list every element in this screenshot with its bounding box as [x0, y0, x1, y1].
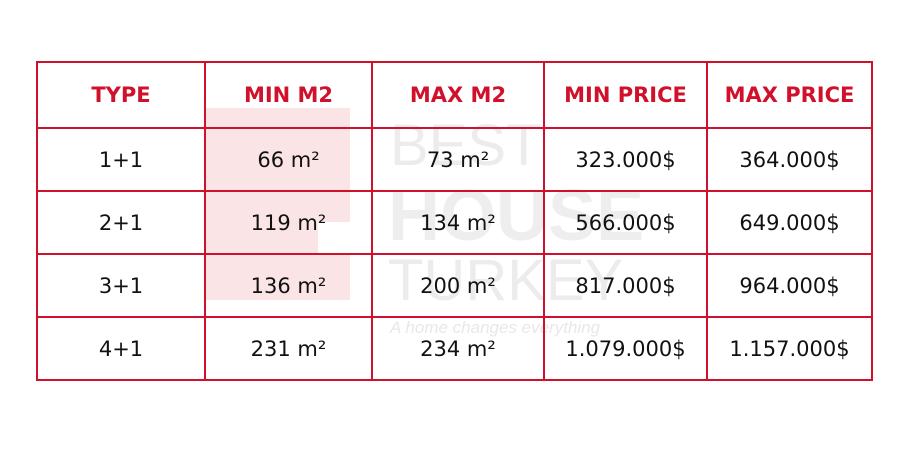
table-row: 2+1 119 m² 134 m² 566.000$ 649.000$ [36, 190, 873, 255]
table-cell: 566.000$ [543, 190, 708, 255]
table-cell: 134 m² [371, 190, 545, 255]
table-cell: 817.000$ [543, 253, 708, 318]
table-cell: 119 m² [204, 190, 373, 255]
table-cell: 2+1 [36, 190, 206, 255]
header-cell: TYPE [36, 61, 206, 129]
table-cell: 1.157.000$ [706, 316, 873, 381]
table-cell: 234 m² [371, 316, 545, 381]
table-cell: 649.000$ [706, 190, 873, 255]
table-cell: 1.079.000$ [543, 316, 708, 381]
table-body: 1+1 66 m² 73 m² 323.000$ 364.000$ 2+1 119 m² 13… [36, 127, 873, 381]
header-cell: MAX M2 [371, 61, 545, 129]
table-row: 3+1 136 m² 200 m² 817.000$ 964.000$ [36, 253, 873, 318]
table-row: 1+1 66 m² 73 m² 323.000$ 364.000$ [36, 127, 873, 192]
table-row: 4+1 231 m² 234 m² 1.079.000$ 1.157.000$ [36, 316, 873, 381]
price-table: TYPE MIN M2 MAX M2 MIN PRICE MAX PRICE 1+1 66… [36, 61, 873, 381]
header-cell: MAX PRICE [706, 61, 873, 129]
table-cell: 200 m² [371, 253, 545, 318]
table-cell: 4+1 [36, 316, 206, 381]
table-cell: 231 m² [204, 316, 373, 381]
table-cell: 364.000$ [706, 127, 873, 192]
table-cell: 323.000$ [543, 127, 708, 192]
header-row: TYPE MIN M2 MAX M2 MIN PRICE MAX PRICE [36, 61, 873, 129]
table-cell: 1+1 [36, 127, 206, 192]
table-cell: 964.000$ [706, 253, 873, 318]
table-cell: 66 m² [204, 127, 373, 192]
header-cell: MIN PRICE [543, 61, 708, 129]
header-cell: MIN M2 [204, 61, 373, 129]
table-cell: 136 m² [204, 253, 373, 318]
table-cell: 73 m² [371, 127, 545, 192]
table-cell: 3+1 [36, 253, 206, 318]
